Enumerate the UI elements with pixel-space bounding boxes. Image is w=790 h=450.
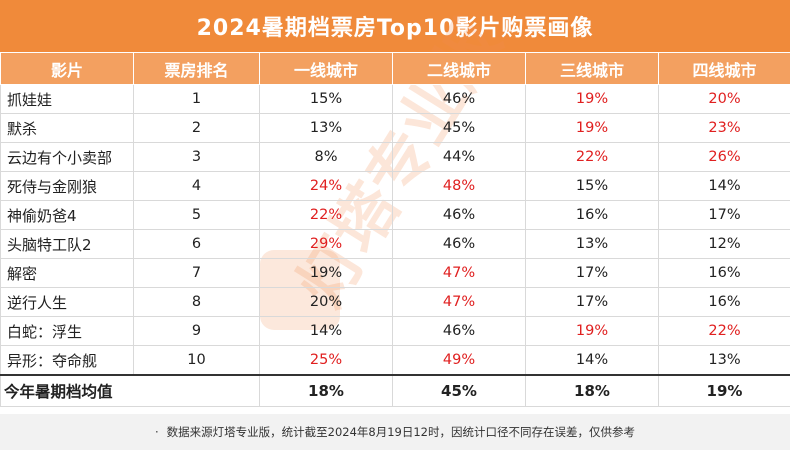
tier4-share-cell: 22%: [658, 316, 790, 346]
tier4-share-cell: 12%: [658, 229, 790, 259]
header-tier1: 一线城市: [259, 52, 393, 85]
header-film: 影片: [0, 52, 134, 85]
average-row: 今年暑期档均值 18% 45% 18% 19%: [0, 374, 790, 407]
tier2-share-cell: 44%: [392, 142, 526, 172]
rank-cell: 1: [133, 84, 260, 114]
tier2-share-cell: 47%: [392, 287, 526, 317]
tier2-share-cell: 45%: [392, 113, 526, 143]
rank-cell: 8: [133, 287, 260, 317]
ticket-profile-table: 影片 票房排名 一线城市 二线城市 三线城市 四线城市 抓娃娃 1 15% 46% 19…: [0, 52, 790, 407]
tier1-share-cell: 29%: [259, 229, 393, 259]
table-row: 默杀 2 13% 45% 19% 23%: [0, 113, 790, 143]
tier4-share-cell: 23%: [658, 113, 790, 143]
tier2-share-cell: 46%: [392, 200, 526, 230]
table-row: 死侍与金刚狼 4 24% 48% 15% 14%: [0, 171, 790, 201]
tier3-share-cell: 19%: [525, 84, 659, 114]
tier2-share-cell: 46%: [392, 229, 526, 259]
page-title: 2024暑期档票房Top10影片购票画像: [0, 0, 790, 52]
film-name-cell: 神偷奶爸4: [0, 200, 134, 230]
average-tier2-cell: 45%: [392, 374, 526, 407]
tier2-share-cell: 47%: [392, 258, 526, 288]
film-name-cell: 抓娃娃: [0, 84, 134, 114]
tier3-share-cell: 14%: [525, 345, 659, 376]
table-row: 异形：夺命舰 10 25% 49% 14% 13%: [0, 345, 790, 376]
footer-text: 数据来源灯塔专业版，统计截至2024年8月19日12时，因统计口径不同存在误差，…: [166, 425, 635, 439]
tier3-share-cell: 13%: [525, 229, 659, 259]
table-row: 云边有个小卖部 3 8% 44% 22% 26%: [0, 142, 790, 172]
film-name-cell: 解密: [0, 258, 134, 288]
footer-bullet: ·: [154, 425, 159, 439]
tier2-share-cell: 49%: [392, 345, 526, 376]
tier4-share-cell: 20%: [658, 84, 790, 114]
tier3-share-cell: 19%: [525, 316, 659, 346]
film-name-cell: 云边有个小卖部: [0, 142, 134, 172]
table-row: 白蛇：浮生 9 14% 46% 19% 22%: [0, 316, 790, 346]
table-row: 神偷奶爸4 5 22% 46% 16% 17%: [0, 200, 790, 230]
header-tier3: 三线城市: [525, 52, 659, 85]
tier2-share-cell: 46%: [392, 316, 526, 346]
tier4-share-cell: 16%: [658, 258, 790, 288]
average-label: 今年暑期档均值: [0, 374, 260, 407]
film-name-cell: 异形：夺命舰: [0, 345, 134, 376]
tier3-share-cell: 22%: [525, 142, 659, 172]
footer-note: · 数据来源灯塔专业版，统计截至2024年8月19日12时，因统计口径不同存在误…: [0, 414, 790, 450]
film-name-cell: 逆行人生: [0, 287, 134, 317]
film-name-cell: 白蛇：浮生: [0, 316, 134, 346]
tier1-share-cell: 19%: [259, 258, 393, 288]
rank-cell: 6: [133, 229, 260, 259]
tier1-share-cell: 20%: [259, 287, 393, 317]
tier2-share-cell: 46%: [392, 84, 526, 114]
rank-cell: 7: [133, 258, 260, 288]
rank-cell: 4: [133, 171, 260, 201]
average-tier4-cell: 19%: [658, 374, 790, 407]
tier4-share-cell: 17%: [658, 200, 790, 230]
average-tier3-cell: 18%: [525, 374, 659, 407]
tier3-share-cell: 16%: [525, 200, 659, 230]
tier2-share-cell: 48%: [392, 171, 526, 201]
tier1-share-cell: 8%: [259, 142, 393, 172]
tier3-share-cell: 17%: [525, 258, 659, 288]
table-header-row: 影片 票房排名 一线城市 二线城市 三线城市 四线城市: [0, 52, 790, 85]
tier3-share-cell: 19%: [525, 113, 659, 143]
table-row: 头脑特工队2 6 29% 46% 13% 12%: [0, 229, 790, 259]
film-name-cell: 头脑特工队2: [0, 229, 134, 259]
table-row: 逆行人生 8 20% 47% 17% 16%: [0, 287, 790, 317]
tier1-share-cell: 14%: [259, 316, 393, 346]
rank-cell: 10: [133, 345, 260, 376]
tier4-share-cell: 26%: [658, 142, 790, 172]
tier1-share-cell: 24%: [259, 171, 393, 201]
tier4-share-cell: 13%: [658, 345, 790, 376]
header-tier4: 四线城市: [658, 52, 790, 85]
film-name-cell: 默杀: [0, 113, 134, 143]
header-rank: 票房排名: [133, 52, 260, 85]
tier4-share-cell: 14%: [658, 171, 790, 201]
rank-cell: 3: [133, 142, 260, 172]
tier4-share-cell: 16%: [658, 287, 790, 317]
tier3-share-cell: 17%: [525, 287, 659, 317]
film-name-cell: 死侍与金刚狼: [0, 171, 134, 201]
rank-cell: 5: [133, 200, 260, 230]
rank-cell: 9: [133, 316, 260, 346]
rank-cell: 2: [133, 113, 260, 143]
average-tier1-cell: 18%: [259, 374, 393, 407]
table-row: 解密 7 19% 47% 17% 16%: [0, 258, 790, 288]
tier1-share-cell: 22%: [259, 200, 393, 230]
tier1-share-cell: 13%: [259, 113, 393, 143]
tier1-share-cell: 15%: [259, 84, 393, 114]
header-tier2: 二线城市: [392, 52, 526, 85]
table-row: 抓娃娃 1 15% 46% 19% 20%: [0, 84, 790, 114]
tier3-share-cell: 15%: [525, 171, 659, 201]
tier1-share-cell: 25%: [259, 345, 393, 376]
